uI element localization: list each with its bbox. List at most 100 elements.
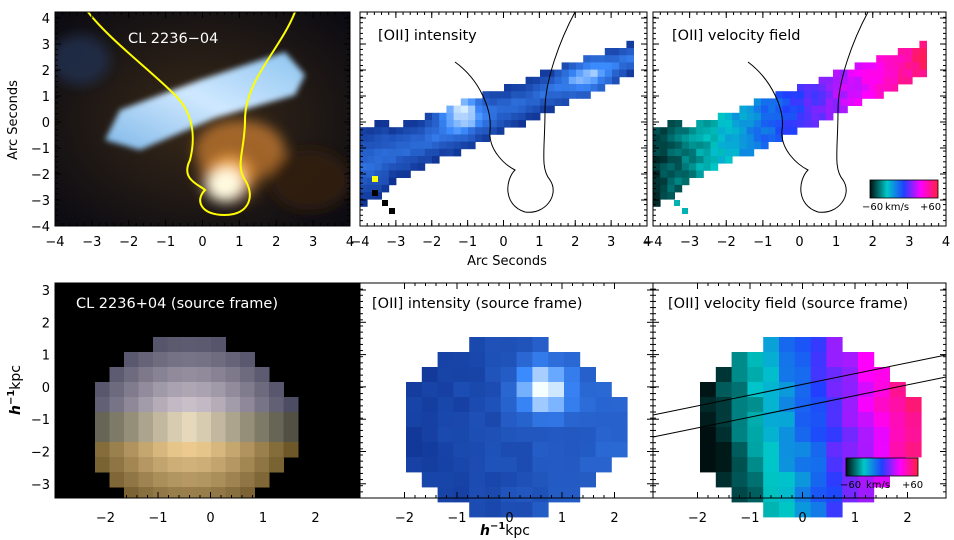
- velocity-pixel: [869, 76, 877, 85]
- x-tick-label-bottom: −2: [96, 511, 115, 526]
- intensity-pixel: [468, 120, 476, 128]
- source-pixel: [225, 412, 241, 428]
- source-pixel: [240, 352, 255, 368]
- y-tick-label-bottom: −1: [31, 413, 50, 428]
- velocity-pixel: [768, 112, 776, 121]
- source-pixel: [254, 457, 270, 473]
- intensity-pixel: [561, 91, 570, 99]
- velocity-pixel: [696, 170, 704, 178]
- intensity-pixel: [496, 112, 505, 121]
- velocity-pixel: [883, 69, 891, 78]
- velocity-pixel: [746, 112, 755, 121]
- source-pixel: [167, 442, 183, 458]
- velocity-pixel: [768, 98, 776, 106]
- velocity-pixel: [861, 91, 870, 99]
- intensity-pixel: [579, 472, 596, 488]
- intensity-pixel: [469, 487, 486, 503]
- velocity-pixel: [840, 76, 848, 85]
- x-tick-label-top: −2: [717, 235, 736, 250]
- velocity-pixel: [858, 352, 875, 368]
- intensity-pixel: [367, 127, 375, 135]
- x-tick-label-bottom: 1: [558, 511, 566, 526]
- velocity-pixel: [854, 76, 863, 85]
- x-tick-label-bottom: 1: [259, 511, 267, 526]
- source-pixel: [269, 412, 284, 428]
- intensity-pixel: [410, 127, 418, 135]
- intensity-pixel: [485, 337, 502, 353]
- intensity-pixel: [374, 184, 382, 193]
- velocity-pixel: [905, 412, 922, 428]
- x-tick-label-top: −3: [82, 235, 101, 250]
- velocity-pixel: [825, 91, 834, 99]
- x-tick-label-bottom: 0: [798, 511, 806, 526]
- source-pixel: [138, 367, 154, 383]
- source-pixel: [124, 367, 139, 383]
- critical-curve-top-intensity: [454, 11, 576, 213]
- intensity-pixel: [360, 163, 368, 171]
- velocity-pixel: [889, 442, 906, 458]
- x-tick-label-top: 0: [198, 235, 206, 250]
- intensity-pixel: [516, 442, 533, 458]
- y-tick-label-top: −4: [31, 220, 50, 235]
- velocity-pixel: [761, 112, 769, 121]
- source-pixel: [138, 487, 154, 498]
- velocity-pixel: [681, 170, 690, 178]
- velocity-pixel: [739, 148, 747, 157]
- velocity-pixel: [674, 141, 683, 150]
- intensity-pixel: [611, 412, 628, 428]
- intensity-pixel: [437, 472, 454, 488]
- intensity-pixel: [482, 134, 490, 142]
- velocity-pixel: [731, 427, 748, 443]
- intensity-pixel: [388, 127, 397, 135]
- velocity-pixel: [919, 69, 927, 78]
- velocity-pixel: [739, 105, 747, 114]
- top-intensity-title: [OII] intensity: [378, 28, 477, 44]
- velocity-pixel: [747, 397, 764, 413]
- velocity-pixel: [810, 427, 827, 443]
- intensity-pixel: [597, 62, 606, 70]
- velocity-pixel: [660, 163, 668, 171]
- velocity-pixel: [794, 502, 811, 518]
- intensity-pixel: [446, 112, 454, 121]
- velocity-pixel: [818, 98, 827, 106]
- intensity-pixel: [482, 91, 490, 99]
- intensity-pixel: [421, 442, 438, 458]
- intensity-pixel: [532, 352, 549, 368]
- source-pixel: [153, 352, 168, 368]
- source-pixel: [138, 457, 154, 473]
- intensity-pixel: [532, 397, 549, 413]
- intensity-pixel: [367, 156, 375, 164]
- velocity-pixel: [667, 120, 675, 128]
- velocity-pixel: [763, 412, 780, 428]
- intensity-pixel: [485, 487, 502, 503]
- velocity-pixel: [674, 120, 683, 128]
- velocity-pixel: [905, 442, 922, 458]
- source-pixel: [124, 397, 139, 413]
- intensity-pixel: [482, 98, 490, 106]
- velocity-pixel: [715, 442, 732, 458]
- intensity-pixel: [410, 156, 418, 164]
- intensity-pixel: [367, 163, 375, 171]
- x-tick-label-top: −4: [350, 235, 369, 250]
- bottom-ylabel-prefix: h: [8, 405, 24, 415]
- velocity-pixel: [779, 442, 796, 458]
- velocity-pixel: [660, 148, 668, 157]
- velocity-pixel: [858, 397, 875, 413]
- velocity-pixel: [753, 141, 762, 150]
- intensity-pixel: [360, 134, 368, 142]
- intensity-pixel: [612, 62, 620, 70]
- intensity-pixel: [482, 127, 490, 135]
- intensity-pixel: [432, 148, 440, 157]
- velocity-pixel: [761, 127, 769, 135]
- velocity-pixel: [746, 105, 755, 114]
- intensity-pixel: [500, 352, 517, 368]
- velocity-pixel: [897, 55, 906, 63]
- intensity-pixel: [485, 367, 502, 383]
- velocity-pixel: [890, 84, 899, 92]
- intensity-pixel: [583, 62, 591, 70]
- intensity-pixel: [421, 382, 438, 398]
- intensity-pixel: [439, 120, 447, 128]
- intensity-pixel: [540, 98, 548, 106]
- bottom-ylabel-exp: −1: [6, 390, 17, 405]
- velocity-pixel: [700, 412, 717, 428]
